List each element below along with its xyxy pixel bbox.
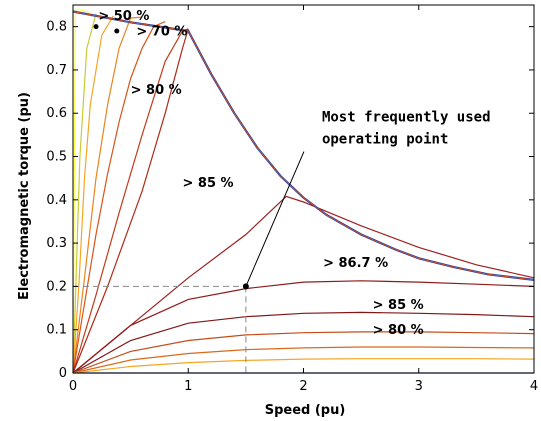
y-tick-label: 0.6 [46, 106, 67, 121]
x-tick-label: 3 [415, 379, 423, 394]
torque-curve-2 [72, 13, 97, 374]
torque-envelope-overlay [72, 11, 535, 281]
torque-curve-9 [72, 280, 535, 374]
curve-label-pointer-2 [114, 28, 120, 34]
x-tick-label: 1 [184, 379, 192, 394]
operating-point-marks [73, 151, 305, 373]
y-tick-label: 0.2 [46, 279, 67, 294]
y-tick-label: 0.4 [46, 193, 67, 208]
torque-curve-3 [72, 15, 114, 374]
curve-label-5: > 86.7 % [323, 256, 388, 271]
torque-curve-12 [72, 346, 535, 374]
curve-label-6: > 85 % [373, 298, 424, 313]
curve-label-4: > 85 % [182, 176, 233, 191]
axes: 0 1 2 3 4 0 0.1 0.2 0.3 0.4 0.5 0.6 0.7 0.8 [46, 4, 538, 394]
torque-curve-1 [72, 8, 91, 374]
torque-curve-4 [72, 16, 143, 374]
curve-label-7: > 80 % [373, 323, 424, 338]
x-axis-title: Speed (pu) [265, 403, 346, 418]
torque-curve-10 [72, 311, 535, 374]
x-tick-label: 2 [299, 379, 307, 394]
y-tick-label: 0.1 [46, 323, 67, 338]
operating-point-marker [242, 283, 249, 290]
x-tick-label: 0 [69, 379, 77, 394]
curve-labels: Most frequently used operating point > 50 … [93, 9, 491, 338]
y-axis-title: Electromagnetic torque (pu) [17, 92, 32, 300]
y-tick-label: 0.3 [46, 236, 67, 251]
curve-label-1: > 50 % [98, 9, 149, 24]
annotation-line-1: Most frequently used [322, 110, 491, 126]
curve-label-3: > 80 % [131, 83, 182, 98]
torque-curve-11 [72, 331, 535, 374]
plot-background [73, 5, 534, 373]
torque-curve-13 [72, 358, 535, 374]
y-tick-label: 0 [59, 366, 67, 381]
y-tick-label: 0.7 [46, 63, 67, 78]
y-tick-label: 0.8 [46, 20, 67, 35]
curve-label-2: > 70 % [136, 24, 187, 39]
annotation-line-2: operating point [322, 132, 448, 148]
x-tick-label: 4 [530, 379, 538, 394]
torque-curve-8 [72, 195, 535, 374]
curve-label-pointer-1 [93, 24, 99, 30]
plot-area [73, 5, 534, 373]
torque-curve-7 [72, 28, 189, 374]
torque-curve-5 [72, 20, 166, 374]
annotation-leader-line [245, 151, 305, 287]
y-tick-label: 0.5 [46, 150, 67, 165]
